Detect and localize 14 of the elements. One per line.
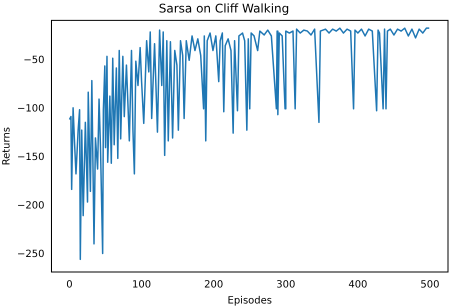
chart-title: Sarsa on Cliff Walking — [158, 1, 290, 16]
y-tick-label: −200 — [16, 200, 44, 212]
y-tick-label: −50 — [23, 54, 44, 66]
x-tick-label: 500 — [420, 280, 440, 291]
y-tick-label: −100 — [16, 103, 44, 114]
x-tick-label: 200 — [204, 280, 224, 291]
x-tick-label: 400 — [348, 280, 368, 291]
x-tick-label: 0 — [66, 280, 73, 291]
x-axis-title: Episodes — [227, 296, 272, 307]
y-axis-title: Returns — [2, 126, 13, 166]
x-tick-label: 100 — [132, 280, 152, 291]
x-tick-label: 300 — [276, 280, 296, 291]
y-tick-label: −150 — [16, 152, 44, 163]
y-tick-label: −250 — [16, 249, 44, 260]
